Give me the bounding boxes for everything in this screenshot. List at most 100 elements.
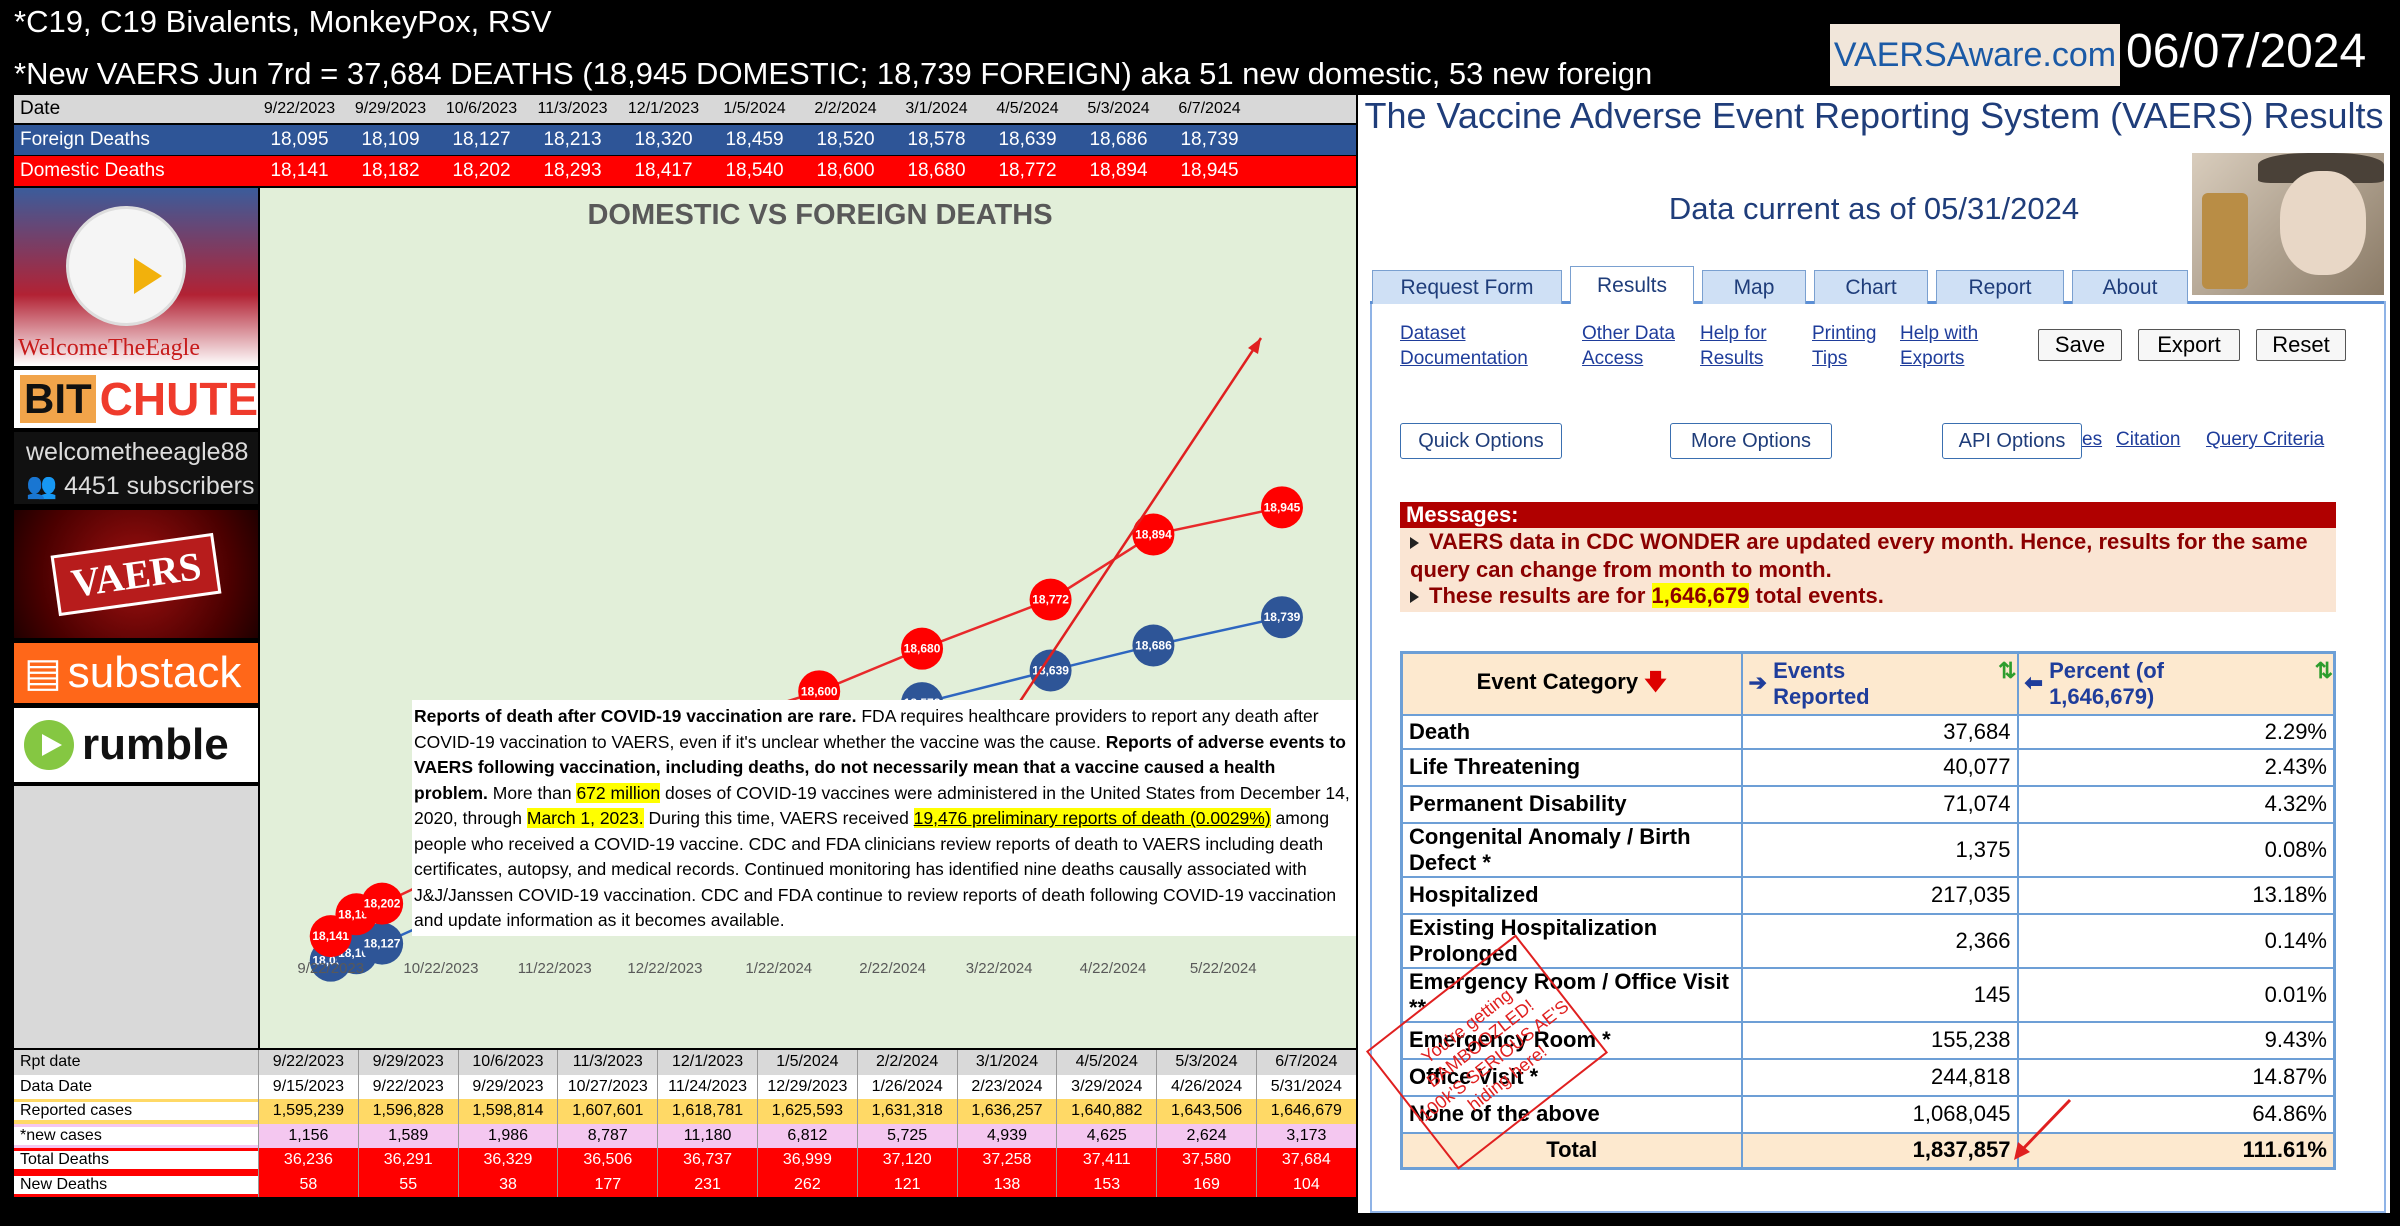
table-cell: 18,095 <box>270 129 329 150</box>
sort-updown-icon[interactable]: ⇅ <box>1998 657 2017 683</box>
table-cell: 104 <box>1255 1172 1356 1197</box>
table-cell: 36,291 <box>357 1148 458 1173</box>
table-cell: 12/29/2023 <box>756 1074 857 1099</box>
rumble-play-icon <box>24 720 74 770</box>
tab-about[interactable]: About <box>2072 270 2188 304</box>
data-point <box>361 882 404 925</box>
table-cell: 1,596,828 <box>357 1099 458 1124</box>
substack-label: substack <box>67 648 242 697</box>
results-cell-cat: Office Visit * <box>1400 1057 1743 1097</box>
link-other-data-access[interactable]: Other Data Access <box>1582 323 1675 369</box>
rpt-date-row: Rpt date 9/22/2023 9/29/2023 10/6/2023 11/3/… <box>14 1050 1356 1075</box>
chart-x-ticks: 9/22/2023 10/22/2023 11/22/2023 12/22/2023 1… <box>297 960 1256 977</box>
eagle-image: WelcomeTheEagle <box>14 188 258 366</box>
bullet-icon <box>1410 591 1419 603</box>
bitchute-logo[interactable]: BIT CHUTE <box>14 370 258 428</box>
substack-icon: ▤ <box>24 651 62 695</box>
statement-p4: More than <box>487 782 577 803</box>
table-cell: 262 <box>756 1172 857 1197</box>
table-cell: 55 <box>357 1172 458 1197</box>
results-cell-cat: Emergency Room / Office Visit ** <box>1400 966 1743 1023</box>
reported-cases-row: Reported cases 1,595,239 1,596,828 1,598,81… <box>14 1099 1356 1124</box>
header-percent-label: Percent (of 1,646,679) <box>2049 657 2164 709</box>
message-1-text: VAERS data in CDC WONDER are updated eve… <box>1410 529 2308 582</box>
sort-updown-icon[interactable]: ⇅ <box>2314 657 2333 683</box>
tab-report[interactable]: Report <box>1936 270 2064 304</box>
link-help-for-results[interactable]: Help for Results <box>1700 323 1767 369</box>
header-line-2: *New VAERS Jun 7rd = 37,684 DEATHS (18,9… <box>14 56 1653 91</box>
quick-options-button[interactable]: Quick Options <box>1400 423 1562 459</box>
data-label: 18,680 <box>904 642 941 656</box>
table-cell: 1/5/2024 <box>723 100 786 117</box>
wonder-results-panel: The Vaccine Adverse Event Reporting Syst… <box>1358 95 2390 1213</box>
substack-logo[interactable]: ▤ substack <box>14 643 258 703</box>
table-cell: 18,680 <box>907 160 966 181</box>
link-query-criteria[interactable]: Query Criteria <box>2206 429 2325 450</box>
rpt-date-label: Rpt date <box>20 1053 81 1071</box>
table-cell: 5/31/2024 <box>1255 1074 1356 1099</box>
arrow-left-icon: ⬅ <box>2024 669 2043 695</box>
results-cell-cat: Life Threatening <box>1400 747 1743 787</box>
message-2b: total events. <box>1749 583 1884 608</box>
table-cell: 5/3/2024 <box>1156 1050 1256 1075</box>
header-percent[interactable]: ⬅ Percent (of 1,646,679) ⇅ <box>2016 651 2336 716</box>
total-deaths-label: Total Deaths <box>14 1151 258 1170</box>
table-cell: 18,127 <box>452 129 511 150</box>
table-cell: 4/5/2024 <box>1056 1050 1156 1075</box>
table-cell: 9/22/2023 <box>357 1074 458 1099</box>
table-cell: 5,725 <box>856 1123 957 1148</box>
header-events-reported[interactable]: ➔ Events Reported ⇅ <box>1740 651 2019 716</box>
total-percent: 111.61% <box>2016 1131 2336 1170</box>
link-citation[interactable]: Citation <box>2116 429 2181 450</box>
table-cell: 37,120 <box>856 1148 957 1173</box>
results-cell-events: 1,375 <box>1740 821 2019 878</box>
tab-request-form[interactable]: Request Form <box>1372 270 1562 304</box>
tab-chart[interactable]: Chart <box>1814 270 1928 304</box>
results-cell-pct: 14.87% <box>2016 1057 2336 1097</box>
results-cell-pct: 0.08% <box>2016 821 2336 878</box>
results-cell-pct: 9.43% <box>2016 1020 2336 1060</box>
table-cell: 4,625 <box>1056 1123 1156 1148</box>
reset-button[interactable]: Reset <box>2256 329 2346 361</box>
save-button[interactable]: Save <box>2038 329 2122 361</box>
panel-title: The Vaccine Adverse Event Reporting Syst… <box>1364 95 2384 136</box>
tab-map[interactable]: Map <box>1702 270 1806 304</box>
new-deaths-label: New Deaths <box>14 1175 258 1194</box>
foreign-label: Foreign Deaths <box>20 129 150 150</box>
table-cell: 4/26/2024 <box>1156 1074 1256 1099</box>
eagle-beak-icon <box>134 258 162 294</box>
new-cases-row: *new cases 1,156 1,589 1,986 8,787 11,180 6,81… <box>14 1123 1356 1148</box>
api-options-button[interactable]: API Options <box>1942 423 2082 459</box>
link-help-with-exports[interactable]: Help with Exports <box>1900 323 1979 369</box>
link-dataset-documentation[interactable]: Dataset Documentation <box>1400 323 1528 369</box>
table-cell: 18,894 <box>1089 160 1148 181</box>
link-printing-tips[interactable]: Printing Tips <box>1812 323 1877 369</box>
results-cell-pct: 2.29% <box>2016 713 2336 750</box>
tab-results[interactable]: Results <box>1570 266 1694 304</box>
total-deaths-row: Total Deaths 36,236 36,291 36,329 36,506 36,7… <box>14 1148 1356 1173</box>
header-event-category[interactable]: Event Category 🡇 <box>1400 651 1743 716</box>
results-cell-events: 37,684 <box>1740 713 2019 750</box>
date-label: Date <box>20 98 61 119</box>
x-tick-label: 3/22/2024 <box>966 960 1033 977</box>
rumble-logo[interactable]: rumble <box>14 708 258 782</box>
bitchute-chute: CHUTE <box>99 373 259 425</box>
data-point <box>1029 649 1072 692</box>
table-cell: 5/3/2024 <box>1087 100 1150 117</box>
table-cell: 18,772 <box>998 160 1057 181</box>
data-date-row: Data Date 9/15/2023 9/22/2023 9/29/2023 10/2… <box>14 1074 1356 1099</box>
data-point <box>1132 513 1175 556</box>
brand-label[interactable]: VAERSAware.com <box>1830 24 2120 86</box>
table-cell: 6/7/2024 <box>1178 100 1241 117</box>
table-cell: 231 <box>657 1172 757 1197</box>
x-tick-label: 12/22/2023 <box>627 960 702 977</box>
results-cell-events: 71,074 <box>1740 784 2019 824</box>
table-cell: 12/1/2023 <box>627 100 700 117</box>
sort-down-icon[interactable]: 🡇 <box>1644 668 1667 694</box>
link-notes[interactable]: es <box>2082 429 2103 450</box>
data-point <box>1132 624 1175 667</box>
more-options-button[interactable]: More Options <box>1670 423 1832 459</box>
export-button[interactable]: Export <box>2138 329 2240 361</box>
table-cell: 3,173 <box>1255 1123 1356 1148</box>
header-date: 06/07/2024 <box>2126 25 2367 78</box>
